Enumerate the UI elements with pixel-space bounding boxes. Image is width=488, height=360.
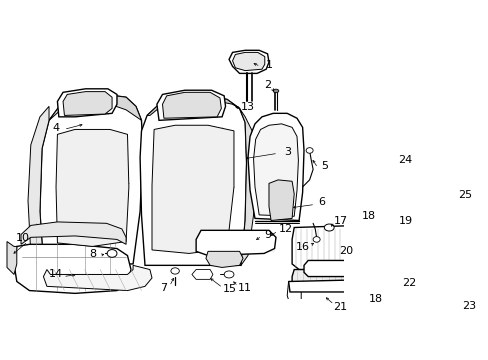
Text: 5: 5 (321, 161, 328, 171)
Text: 9: 9 (264, 230, 271, 239)
Polygon shape (14, 244, 131, 293)
Polygon shape (253, 124, 298, 216)
Text: 15: 15 (223, 284, 236, 294)
Polygon shape (49, 94, 141, 120)
Polygon shape (291, 225, 366, 270)
Text: 18: 18 (361, 211, 375, 221)
Polygon shape (365, 228, 427, 276)
Ellipse shape (324, 224, 333, 231)
Polygon shape (63, 92, 112, 116)
Text: 19: 19 (398, 216, 412, 225)
Polygon shape (228, 50, 268, 73)
Ellipse shape (107, 249, 117, 257)
Polygon shape (232, 53, 264, 71)
Polygon shape (446, 197, 471, 223)
Polygon shape (157, 90, 225, 120)
Text: 23: 23 (461, 301, 475, 311)
Polygon shape (239, 108, 254, 265)
Text: 3: 3 (283, 147, 290, 157)
Ellipse shape (312, 237, 320, 242)
Text: 21: 21 (332, 302, 346, 312)
Text: 17: 17 (333, 216, 347, 225)
Ellipse shape (171, 268, 179, 274)
Text: 7: 7 (160, 283, 167, 293)
Polygon shape (205, 251, 243, 267)
Polygon shape (196, 230, 275, 256)
Polygon shape (43, 265, 152, 291)
Text: 1: 1 (265, 60, 272, 70)
Text: 16: 16 (295, 242, 309, 252)
Text: 14: 14 (49, 269, 63, 279)
Text: 12: 12 (278, 224, 292, 234)
Text: 25: 25 (457, 190, 471, 200)
Polygon shape (304, 260, 385, 276)
Polygon shape (291, 270, 366, 291)
Ellipse shape (305, 148, 312, 153)
Text: 24: 24 (397, 155, 411, 165)
Polygon shape (162, 92, 221, 118)
Polygon shape (247, 113, 304, 221)
Polygon shape (40, 94, 142, 264)
Ellipse shape (273, 89, 278, 93)
Text: 22: 22 (401, 278, 415, 288)
Polygon shape (191, 270, 212, 279)
Ellipse shape (385, 270, 398, 279)
Polygon shape (286, 282, 301, 307)
Text: 11: 11 (238, 283, 252, 293)
Polygon shape (414, 253, 487, 305)
Polygon shape (152, 125, 233, 253)
Text: 13: 13 (241, 102, 254, 112)
Text: 20: 20 (338, 246, 352, 256)
Text: 2: 2 (264, 80, 270, 90)
Polygon shape (147, 97, 239, 116)
Polygon shape (385, 169, 430, 213)
Text: 18: 18 (368, 294, 383, 304)
Text: 6: 6 (318, 197, 325, 207)
Polygon shape (57, 89, 117, 117)
Polygon shape (140, 97, 246, 265)
Text: 8: 8 (89, 249, 96, 259)
Ellipse shape (224, 271, 233, 278)
Polygon shape (56, 130, 129, 247)
Polygon shape (21, 222, 126, 244)
Polygon shape (288, 279, 383, 292)
Polygon shape (28, 106, 49, 264)
Text: 4: 4 (52, 123, 60, 133)
Text: 10: 10 (16, 233, 29, 243)
Polygon shape (268, 180, 294, 221)
Polygon shape (7, 242, 17, 274)
